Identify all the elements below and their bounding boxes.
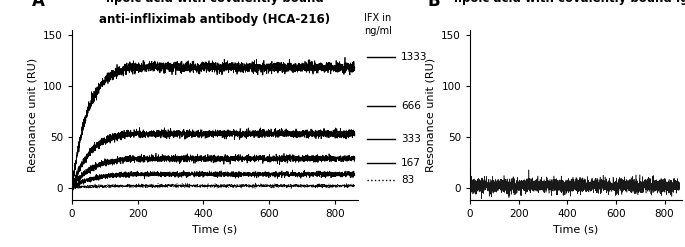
- Text: lipoic acid with covalently bound: lipoic acid with covalently bound: [106, 0, 324, 5]
- Text: 1333: 1333: [401, 52, 427, 62]
- Text: A: A: [32, 0, 45, 10]
- X-axis label: Time (s): Time (s): [553, 225, 599, 235]
- Text: anti-infliximab antibody (HCA-216): anti-infliximab antibody (HCA-216): [99, 13, 331, 26]
- X-axis label: Time (s): Time (s): [192, 225, 238, 235]
- Y-axis label: Resonance unit (RU): Resonance unit (RU): [426, 58, 436, 172]
- Text: ng/ml: ng/ml: [364, 26, 392, 36]
- Text: 83: 83: [401, 175, 414, 185]
- Text: 333: 333: [401, 134, 421, 144]
- Text: IFX in: IFX in: [364, 13, 391, 22]
- Text: 666: 666: [401, 101, 421, 111]
- Text: lipoic acid with covalently bound IgG: lipoic acid with covalently bound IgG: [453, 0, 685, 5]
- Y-axis label: Resonance unit (RU): Resonance unit (RU): [27, 58, 38, 172]
- Text: B: B: [427, 0, 440, 10]
- Text: 167: 167: [401, 158, 421, 167]
